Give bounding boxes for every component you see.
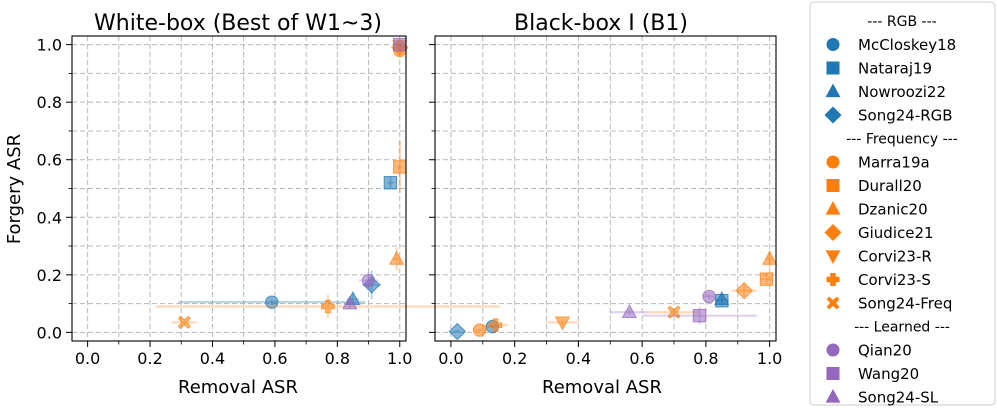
legend-marker-marra19a <box>826 155 840 169</box>
p1-point-nowroozi22 <box>714 291 730 306</box>
p0-ytick-label: 0.8 <box>37 93 62 112</box>
legend-marker-nataraj19 <box>826 61 840 75</box>
p0-point-wang20 <box>393 37 407 52</box>
p0-point-qian20 <box>361 273 376 288</box>
legend-label-marra19a: Marra19a <box>858 154 930 172</box>
legend-marker-durall20 <box>826 179 840 192</box>
left-chart-xlabel: Removal ASR <box>178 377 298 398</box>
legend-label-wang20: Wang20 <box>858 365 919 383</box>
p0-point-mccloskey18 <box>265 295 279 309</box>
p0-point-corvi23-s <box>321 299 335 314</box>
p0-xtick-label: 0.0 <box>75 349 100 368</box>
legend-label-corvi23-s: Corvi23-S <box>858 271 931 289</box>
legend-header: --- Learned --- <box>854 320 950 336</box>
legend-label-corvi23-r: Corvi23-R <box>858 248 932 266</box>
legend-marker-corvi23-r <box>825 250 841 264</box>
p0-xtick-label: 1.0 <box>387 349 412 368</box>
p1-point-song24-freq <box>667 305 681 319</box>
p1-xtick-label: 0.0 <box>438 349 463 368</box>
legend-label-nataraj19: Nataraj19 <box>858 60 932 78</box>
p0-point-nataraj19 <box>383 176 398 190</box>
p0-ytick-label: 1.0 <box>37 36 62 55</box>
p0-frame <box>71 35 407 342</box>
p0-ytick-label: 0.4 <box>37 208 62 227</box>
legend-marker-nowroozi22 <box>825 83 841 98</box>
p1-point-corvi23-s <box>488 318 503 332</box>
p0-point-song24-sl <box>342 295 358 310</box>
legend-marker-wang20 <box>826 367 840 380</box>
legend-label-durall20: Durall20 <box>858 177 922 195</box>
black-box-panel: 0.0 0.2 0.4 0.6 0.8 1.0 <box>429 35 782 368</box>
p0-ytick-label: 0.6 <box>37 151 62 170</box>
p1-xtick-label: 0.8 <box>693 349 718 368</box>
legend-marker-song24-rgb <box>824 106 842 124</box>
left-chart-ylabel: Forgery ASR <box>4 134 25 244</box>
legend-label-mccloskey18: McCloskey18 <box>858 36 956 54</box>
legend-marker-song24-sl <box>825 389 841 403</box>
legend: --- RGB --- McCloskey18 Nataraj19 Nowroozi2… <box>809 1 996 407</box>
right-chart-title: Black-box I (B1) <box>514 11 688 36</box>
legend-label-song24-rgb: Song24-RGB <box>858 107 953 125</box>
p1-point-corvi23-r <box>554 316 571 331</box>
white-box-panel: 0.0 0.2 0.4 0.6 0.8 1.0 0.0 0.2 0.4 0.6 0.8 1.0 <box>37 35 500 368</box>
p1-xtick-label: 1.0 <box>757 349 782 368</box>
p0-xtick-label: 0.6 <box>262 349 287 368</box>
p1-point-marra19a <box>472 323 487 337</box>
legend-header: --- Frequency --- <box>846 132 958 148</box>
legend-header: --- RGB --- <box>867 14 936 30</box>
legend-marker-dzanic20 <box>825 201 841 215</box>
legend-label-nowroozi22: Nowroozi22 <box>858 83 946 101</box>
p1-point-wang20 <box>692 308 707 323</box>
legend-marker-mccloskey18 <box>826 38 840 51</box>
legend-label-qian20: Qian20 <box>858 342 912 360</box>
p1-xtick-label: 0.6 <box>629 349 654 368</box>
right-chart-xlabel: Removal ASR <box>542 377 662 398</box>
p0-point-durall20 <box>393 160 407 174</box>
p1-point-qian20 <box>702 289 716 304</box>
p0-xtick-label: 0.8 <box>325 349 350 368</box>
legend-frame <box>809 1 996 406</box>
p0-point-dzanic20 <box>388 250 405 265</box>
p1-point-song24-rgb <box>448 322 467 341</box>
p0-ytick-label: 0.0 <box>37 323 62 342</box>
legend-label-giudice21: Giudice21 <box>858 224 934 242</box>
p1-point-song24-sl <box>621 304 638 318</box>
p1-point-dzanic20 <box>761 250 778 265</box>
p0-point-song24-freq <box>177 315 191 329</box>
p1-point-giudice21 <box>735 281 753 300</box>
p1-xtick-label: 0.2 <box>502 349 527 368</box>
legend-marker-corvi23-s <box>826 273 840 286</box>
legend-marker-giudice21 <box>824 223 842 242</box>
p0-ytick-label: 0.2 <box>37 266 62 285</box>
legend-label-song24-freq: Song24-Freq <box>858 295 952 313</box>
p0-xtick-label: 0.2 <box>137 349 162 368</box>
legend-label-dzanic20: Dzanic20 <box>858 201 928 219</box>
p0-xtick-label: 0.4 <box>200 349 225 368</box>
p1-xtick-label: 0.4 <box>566 349 591 368</box>
p1-point-durall20 <box>759 272 774 286</box>
legend-marker-qian20 <box>826 343 840 357</box>
left-chart-title: White-box (Best of W1~3) <box>94 11 382 36</box>
legend-marker-song24-freq <box>826 296 840 310</box>
legend-label-song24-sl: Song24-SL <box>858 389 939 407</box>
p1-frame <box>434 35 777 342</box>
